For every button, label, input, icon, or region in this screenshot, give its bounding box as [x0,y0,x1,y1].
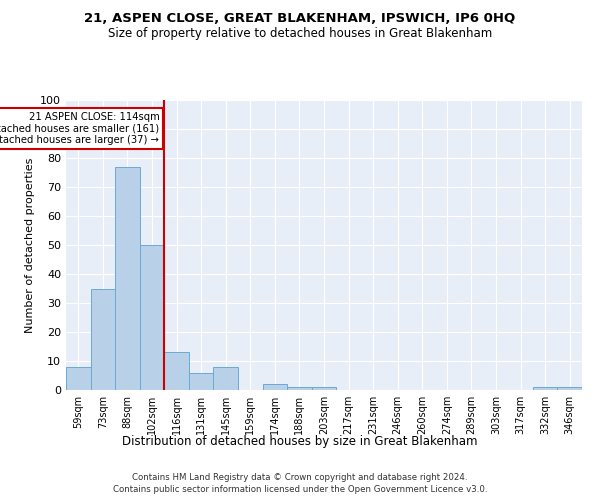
Text: Distribution of detached houses by size in Great Blakenham: Distribution of detached houses by size … [122,435,478,448]
Y-axis label: Number of detached properties: Number of detached properties [25,158,35,332]
Text: Size of property relative to detached houses in Great Blakenham: Size of property relative to detached ho… [108,28,492,40]
Bar [91,288,115,390]
Bar [140,245,164,390]
Text: 21 ASPEN CLOSE: 114sqm
← 81% of detached houses are smaller (161)
19% of semi-de: 21 ASPEN CLOSE: 114sqm ← 81% of detached… [0,112,160,145]
Bar [164,352,189,390]
Bar [263,384,287,390]
Bar [214,367,238,390]
Text: Contains HM Land Registry data © Crown copyright and database right 2024.: Contains HM Land Registry data © Crown c… [132,472,468,482]
Bar [115,166,140,390]
Bar [287,387,312,390]
Bar [189,372,214,390]
Bar [533,387,557,390]
Bar [312,387,336,390]
Text: 21, ASPEN CLOSE, GREAT BLAKENHAM, IPSWICH, IP6 0HQ: 21, ASPEN CLOSE, GREAT BLAKENHAM, IPSWIC… [85,12,515,26]
Text: Contains public sector information licensed under the Open Government Licence v3: Contains public sector information licen… [113,485,487,494]
Bar [557,387,582,390]
Bar [66,367,91,390]
